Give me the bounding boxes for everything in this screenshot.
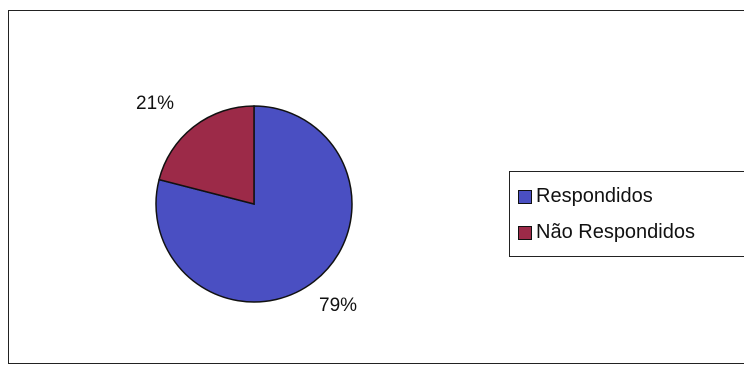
legend-label-nao-respondidos: Não Respondidos bbox=[536, 221, 695, 243]
pie-slice-respondidos bbox=[155, 105, 353, 303]
chart-area: 21% 79% Respondidos Não Respondidos bbox=[8, 10, 744, 364]
legend-label-respondidos: Respondidos bbox=[536, 185, 653, 207]
legend-swatch-respondidos bbox=[518, 189, 532, 204]
pie-slice-n-o-respondidos bbox=[158, 105, 255, 205]
data-label-respondidos: 79% bbox=[319, 295, 357, 316]
legend-item-nao-respondidos: Não Respondidos bbox=[518, 221, 695, 244]
pie-slices bbox=[155, 105, 353, 303]
legend-item-respondidos: Respondidos bbox=[518, 185, 653, 208]
legend-swatch-nao-respondidos bbox=[518, 225, 532, 240]
legend: Respondidos Não Respondidos bbox=[509, 171, 744, 257]
pie-chart: 21% 79% bbox=[136, 93, 357, 316]
data-label-nao-respondidos: 21% bbox=[136, 93, 174, 114]
